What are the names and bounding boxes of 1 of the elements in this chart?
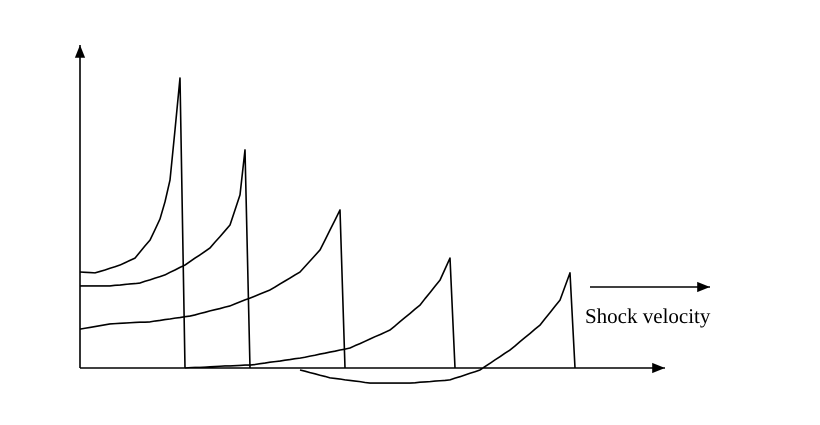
x-axis-title: Shock velocity [585,304,711,328]
